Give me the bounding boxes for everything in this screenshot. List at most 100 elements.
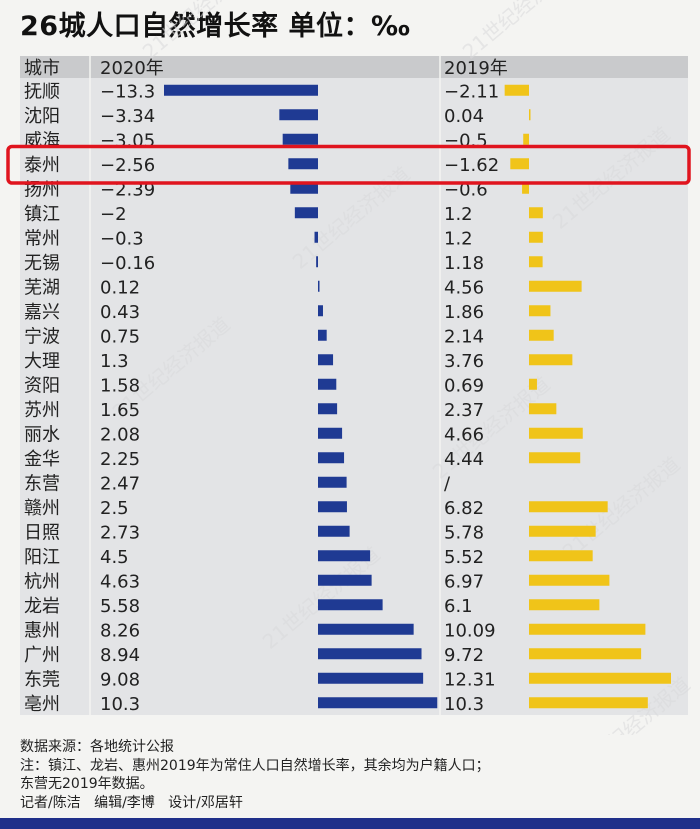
city-label: 大理 [24, 351, 60, 372]
bar-2019 [529, 648, 642, 660]
bar-2020 [318, 525, 350, 537]
bar-2020 [318, 623, 414, 635]
value-label-2019: 0.04 [444, 106, 484, 127]
value-label-2020: 0.75 [100, 326, 140, 347]
value-label-2020: 1.65 [100, 400, 140, 421]
value-label-2019: −1.62 [444, 155, 499, 176]
city-label: 杭州 [24, 571, 60, 592]
bar-2020 [290, 182, 318, 194]
city-label: 东莞 [24, 669, 60, 690]
city-label: 泰州 [24, 155, 60, 176]
value-label-2020: 2.08 [100, 424, 140, 445]
value-label-2020: 1.3 [100, 351, 129, 372]
value-label-2019: 3.76 [444, 351, 484, 372]
bar-2019 [529, 403, 557, 415]
bar-2020 [318, 452, 345, 464]
bar-2019 [510, 158, 529, 170]
city-label: 日照 [24, 522, 60, 543]
bar-2019 [529, 550, 593, 562]
value-label-2020: 4.5 [100, 547, 129, 568]
value-label-2019: 6.97 [444, 571, 484, 592]
value-label-2020: −3.34 [100, 106, 155, 127]
bar-2020 [318, 280, 320, 292]
value-label-2020: 8.94 [100, 645, 140, 666]
value-label-2019: 1.18 [444, 253, 484, 274]
watermark-text: 21世纪经济报道 [458, 0, 585, 64]
value-label-2019: 0.69 [444, 375, 484, 396]
value-label-2019: 1.86 [444, 302, 484, 323]
watermark-text: 21世纪经济报道 [138, 0, 265, 64]
bar-2019 [529, 501, 608, 513]
bar-2020 [318, 403, 338, 415]
credits: 记者/陈洁 编辑/李博 设计/邓居轩 [20, 794, 243, 811]
bar-2020 [318, 574, 372, 586]
bar-2019 [504, 84, 529, 96]
city-label: 嘉兴 [24, 302, 60, 323]
value-label-2020: 4.63 [100, 571, 140, 592]
city-label: 芜湖 [24, 277, 60, 298]
bottom-bar [0, 818, 700, 829]
value-label-2020: 1.58 [100, 375, 140, 396]
bar-2020 [318, 672, 424, 684]
bar-2020 [279, 109, 318, 121]
value-label-2020: 9.08 [100, 669, 140, 690]
value-label-2020: −2 [100, 204, 127, 225]
bar-2019 [529, 599, 600, 611]
city-label: 东营 [24, 473, 60, 494]
bar-2020 [318, 476, 347, 488]
bar-2019 [529, 305, 551, 317]
footer: 数据来源：各地统计公报 注：镇江、龙岩、惠州2019年为常住人口自然增长率，其余… [20, 738, 490, 812]
value-label-2019: 5.52 [444, 547, 484, 568]
bar-2019 [529, 378, 537, 390]
bar-2019 [529, 207, 543, 219]
city-label: 无锡 [24, 253, 60, 274]
header-2020: 2020年 [100, 58, 164, 79]
value-label-2019: 9.72 [444, 645, 484, 666]
bar-2020 [282, 133, 318, 145]
bar-2020 [318, 329, 327, 341]
city-label: 宁波 [24, 326, 60, 347]
bar-2020 [318, 427, 343, 439]
value-label-2020: −0.3 [100, 228, 144, 249]
city-label: 资阳 [24, 375, 60, 396]
city-label: 广州 [24, 645, 60, 666]
chart-title: 26城人口自然增长率 单位：‰ [20, 11, 411, 42]
city-label: 苏州 [24, 400, 60, 421]
bar-2020 [318, 697, 438, 709]
city-label: 惠州 [24, 620, 60, 641]
bar-2019 [529, 452, 581, 464]
value-label-2020: −13.3 [100, 81, 155, 102]
bar-2019 [529, 354, 573, 366]
bar-2020 [318, 305, 323, 317]
city-label: 阳江 [24, 547, 60, 568]
value-label-2019: 1.2 [444, 204, 473, 225]
header-city: 城市 [24, 58, 60, 79]
bar-2020 [318, 599, 383, 611]
value-label-2019: 4.56 [444, 277, 484, 298]
bar-2019 [529, 623, 646, 635]
city-label: 抚顺 [24, 81, 60, 102]
bar-2019 [529, 280, 582, 292]
header-2019: 2019年 [444, 58, 508, 79]
value-label-2020: 10.3 [100, 694, 140, 715]
value-label-2020: −2.56 [100, 155, 155, 176]
value-label-2019: 2.37 [444, 400, 484, 421]
value-label-2019: 4.44 [444, 449, 484, 470]
value-label-2020: 2.25 [100, 449, 140, 470]
value-label-2020: 2.47 [100, 473, 140, 494]
bar-2019 [529, 109, 531, 121]
bar-2019 [529, 697, 648, 709]
note-line-2: 东营无2019年数据。 [20, 776, 154, 792]
bar-2019 [529, 672, 671, 684]
bar-2020 [314, 231, 318, 243]
value-label-2019: 5.78 [444, 522, 484, 543]
value-label-2019: 1.2 [444, 228, 473, 249]
value-label-2019: 12.31 [444, 669, 496, 690]
bar-2019 [529, 525, 596, 537]
city-label: 丽水 [24, 424, 60, 445]
value-label-2020: 2.73 [100, 522, 140, 543]
value-label-2020: 8.26 [100, 620, 140, 641]
note-line-1: 注：镇江、龙岩、惠州2019年为常住人口自然增长率，其余均为户籍人口； [20, 757, 490, 774]
bar-2019 [522, 182, 529, 194]
bar-2019 [529, 427, 583, 439]
